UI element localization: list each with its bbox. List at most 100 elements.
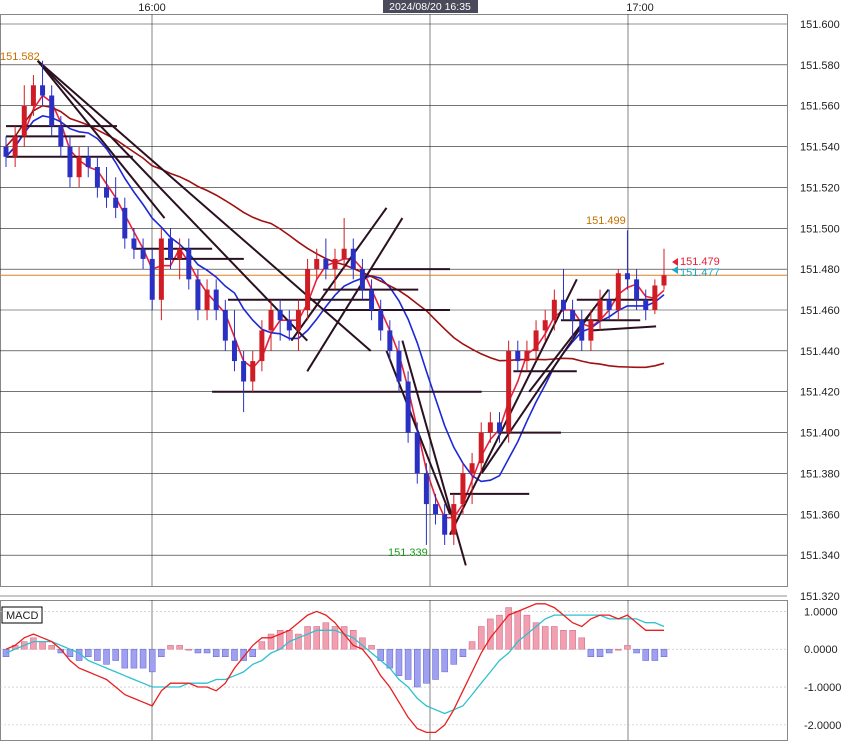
candle-body bbox=[332, 258, 338, 270]
macd-histogram-bar bbox=[578, 637, 585, 650]
candle-body bbox=[131, 238, 137, 249]
candle-body bbox=[469, 463, 475, 474]
y-tick-label: 151.480 bbox=[800, 264, 840, 276]
candlesticks bbox=[3, 60, 667, 545]
candle-body bbox=[295, 310, 301, 331]
candle-body bbox=[579, 320, 585, 341]
macd-histogram-bar bbox=[148, 648, 156, 673]
trendline bbox=[449, 278, 578, 536]
candle-body bbox=[451, 504, 457, 535]
candle-body bbox=[158, 238, 164, 300]
macd-histogram-bar bbox=[48, 645, 55, 650]
candle-body bbox=[661, 275, 667, 286]
price-marker-red bbox=[672, 258, 678, 266]
candle-body bbox=[551, 299, 557, 321]
macd-histogram-bar bbox=[368, 645, 375, 650]
low-price-label: 151.339 bbox=[388, 547, 428, 559]
macd-histogram-bar bbox=[560, 630, 567, 650]
macd-histogram-bar bbox=[441, 648, 448, 673]
candle-body bbox=[588, 320, 594, 341]
candle-body bbox=[369, 289, 375, 310]
candle-body bbox=[213, 289, 219, 310]
x-time-label: 2024/08/20 16:35 bbox=[389, 1, 471, 13]
trendline bbox=[592, 325, 657, 332]
candle-body bbox=[487, 422, 493, 433]
candle-body bbox=[478, 432, 484, 464]
candle-body bbox=[305, 269, 311, 310]
y-tick-label: 151.320 bbox=[800, 591, 840, 603]
y-tick-label: 151.360 bbox=[800, 509, 840, 521]
macd-histogram-bar bbox=[212, 648, 220, 658]
price-label-cyan: 151.477 bbox=[680, 267, 720, 279]
macd-histogram-bar bbox=[167, 645, 174, 650]
macd-histogram-bar bbox=[322, 622, 330, 650]
candle-body bbox=[643, 299, 649, 310]
candle-body bbox=[497, 422, 502, 433]
candle-body bbox=[615, 273, 621, 310]
y-tick-label: 151.540 bbox=[800, 142, 840, 154]
candle-body bbox=[250, 361, 256, 382]
candle-body bbox=[259, 330, 265, 362]
macd-histogram-bar bbox=[651, 648, 659, 661]
macd-histogram-bar bbox=[541, 626, 549, 650]
candle-body bbox=[94, 167, 100, 188]
macd-histogram-bar bbox=[468, 641, 476, 650]
trendline bbox=[480, 309, 594, 474]
macd-panel-frame bbox=[0, 600, 788, 741]
macd-y-tick-label: 0.0000 bbox=[804, 644, 838, 656]
candle-body bbox=[40, 85, 46, 96]
candle-body bbox=[423, 473, 429, 505]
macd-histogram-bar bbox=[139, 648, 147, 669]
candle-body bbox=[560, 299, 566, 310]
candle-body bbox=[624, 273, 630, 280]
macd-histogram-bar bbox=[331, 626, 339, 650]
candle-body bbox=[113, 197, 119, 208]
macd-histogram-bar bbox=[39, 641, 46, 650]
candle-body bbox=[634, 279, 640, 300]
macd-histogram-bar bbox=[295, 633, 302, 650]
y-tick-label: 151.600 bbox=[800, 19, 840, 31]
trendline bbox=[306, 217, 404, 372]
candle-body bbox=[149, 258, 155, 300]
high-price-label: 151.582 bbox=[0, 51, 40, 63]
candle-body bbox=[3, 146, 9, 157]
candle-body bbox=[378, 310, 384, 331]
y-tick-label: 151.440 bbox=[800, 346, 840, 358]
candle-body bbox=[222, 310, 228, 341]
candle-body bbox=[231, 340, 237, 362]
y-tick-label: 151.500 bbox=[800, 223, 840, 235]
macd-y-tick-label: -2.0000 bbox=[804, 720, 841, 732]
candle-body bbox=[177, 248, 183, 259]
macd-histogram-bar bbox=[258, 641, 266, 650]
macd-y-tick-label: 1.0000 bbox=[804, 606, 838, 618]
recent-high-label: 151.499 bbox=[586, 215, 626, 227]
y-tick-label: 151.580 bbox=[800, 60, 840, 72]
macd-label-box bbox=[1, 606, 43, 624]
candle-body bbox=[387, 330, 393, 351]
macd-histogram-bar bbox=[487, 618, 494, 650]
grid: 151.600 151.580 151.560 151.540 151.520 151.5… bbox=[0, 0, 840, 741]
candle-body bbox=[341, 248, 347, 259]
macd-histogram-bar bbox=[615, 648, 622, 651]
candle-body bbox=[442, 514, 448, 535]
candle-body bbox=[277, 310, 283, 321]
macd-histogram-bar bbox=[240, 648, 247, 661]
price-label-red: 151.479 bbox=[680, 256, 720, 268]
macd-histogram-bar bbox=[340, 626, 348, 650]
candle-body bbox=[433, 504, 439, 515]
candle-body bbox=[85, 156, 91, 167]
trendline bbox=[37, 60, 372, 352]
macd-histogram-bar bbox=[414, 648, 421, 688]
macd-histogram-bar bbox=[459, 648, 467, 658]
candle-body bbox=[350, 248, 356, 270]
candle-body bbox=[76, 156, 82, 178]
candle-body bbox=[104, 187, 110, 198]
y-tick-label: 151.520 bbox=[800, 182, 840, 194]
candle-body bbox=[506, 350, 512, 433]
macd-histogram-bar bbox=[249, 648, 256, 658]
macd-histogram-bar bbox=[185, 648, 193, 651]
candle-body bbox=[122, 207, 128, 239]
